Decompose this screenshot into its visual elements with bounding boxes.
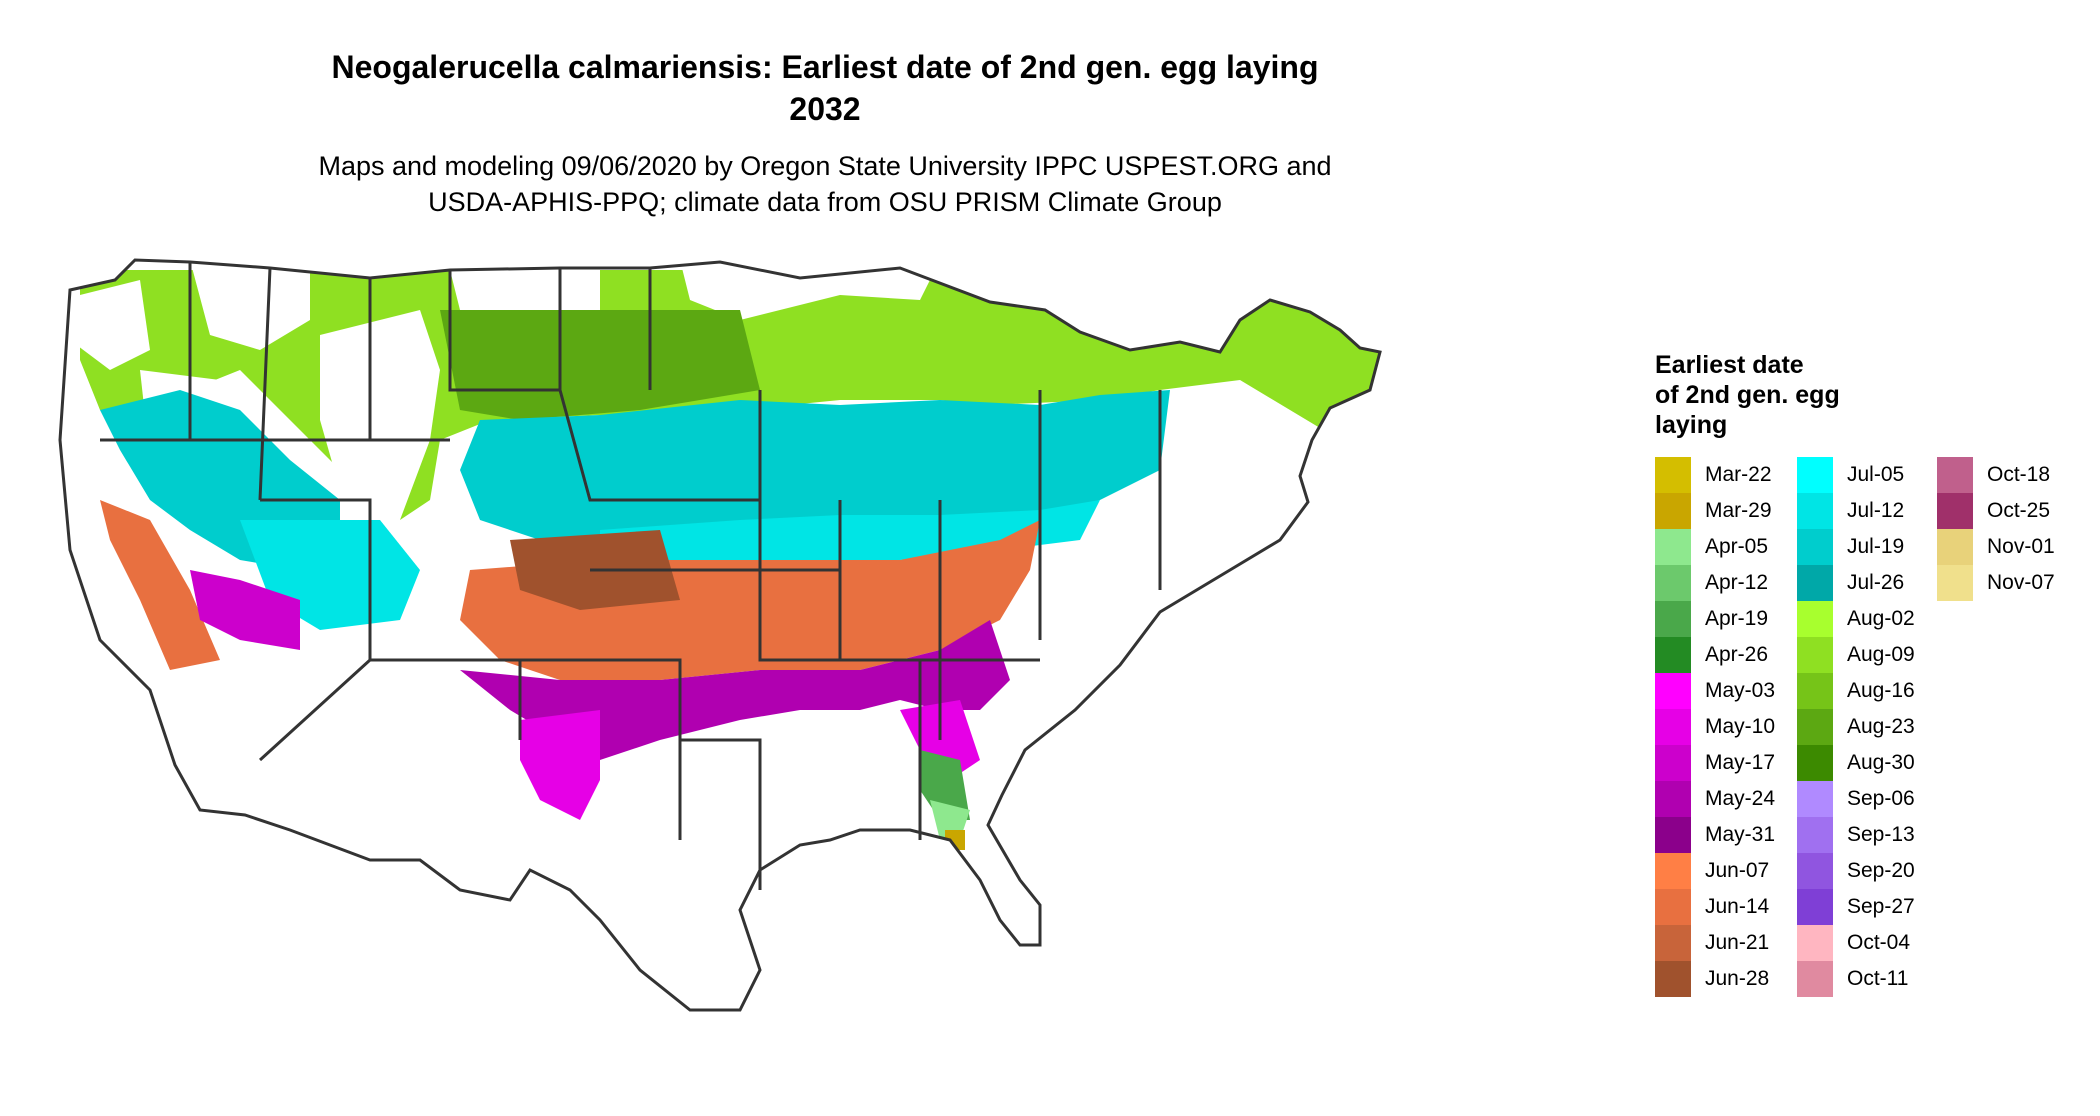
legend-swatch (1655, 817, 1691, 853)
legend-label: Jun-28 (1705, 967, 1770, 990)
legend-swatch (1655, 457, 1691, 493)
legend-swatch (1797, 673, 1833, 709)
legend-label: Sep-06 (1847, 787, 1915, 810)
legend-swatch (1797, 637, 1833, 673)
legend-label: Jun-07 (1705, 859, 1770, 882)
legend-swatch (1797, 457, 1833, 493)
legend-swatch (1655, 601, 1691, 637)
legend-swatch (1655, 889, 1691, 925)
legend-label: Sep-20 (1847, 859, 1915, 882)
legend-label: Apr-26 (1705, 643, 1769, 666)
legend-label: May-17 (1705, 751, 1776, 774)
legend-swatch (1797, 961, 1833, 997)
legend-swatch (1937, 457, 1973, 493)
legend-label: Jul-19 (1847, 535, 1905, 558)
legend-swatch (1797, 781, 1833, 817)
legend-swatch (1655, 745, 1691, 781)
legend-label: Aug-30 (1847, 751, 1915, 774)
legend-label: Aug-09 (1847, 643, 1915, 666)
legend-label: Sep-27 (1847, 895, 1915, 918)
legend-swatch (1655, 637, 1691, 673)
legend-label: May-03 (1705, 679, 1776, 702)
legend-swatch (1655, 961, 1691, 997)
legend-swatch (1655, 925, 1691, 961)
legend-label: Sep-13 (1847, 823, 1915, 846)
us-phenology-map (58, 258, 1382, 1012)
legend-title-line: laying (1655, 411, 1728, 439)
legend-swatch (1797, 853, 1833, 889)
map-subtitle-line-1: Maps and modeling 09/06/2020 by Oregon S… (318, 151, 1332, 181)
legend-swatch (1937, 493, 1973, 529)
legend-label: Oct-18 (1987, 463, 2051, 486)
legend-label: Apr-05 (1705, 535, 1769, 558)
legend-swatch (1797, 925, 1833, 961)
legend-swatch (1797, 529, 1833, 565)
map-title-line-1: Neogalerucella calmariensis: Earliest da… (331, 49, 1319, 85)
legend-swatch (1797, 817, 1833, 853)
legend-title-line: of 2nd gen. egg (1655, 381, 1840, 409)
legend-label: Apr-19 (1705, 607, 1769, 630)
legend-label: May-10 (1705, 715, 1776, 738)
state-borders (58, 258, 1382, 1012)
legend-title: Earliest date of 2nd gen. egg laying (1655, 350, 1840, 440)
map-fill (60, 260, 1380, 1010)
legend-swatch (1937, 565, 1973, 601)
legend-label: Jun-14 (1705, 895, 1770, 918)
legend-swatch (1655, 673, 1691, 709)
legend-swatch (1797, 565, 1833, 601)
legend-swatch (1797, 709, 1833, 745)
legend-label: Oct-11 (1847, 967, 1909, 990)
legend-title-line: Earliest date (1655, 351, 1804, 379)
legend-swatch (1655, 709, 1691, 745)
legend-label: Apr-12 (1705, 571, 1769, 594)
map-subtitle-line-2: USDA-APHIS-PPQ; climate data from OSU PR… (428, 187, 1222, 217)
legend-label: Mar-29 (1705, 499, 1772, 522)
legend-label: May-31 (1705, 823, 1776, 846)
legend-swatch (1655, 853, 1691, 889)
legend-label: Nov-01 (1987, 535, 2055, 558)
legend-label: Aug-16 (1847, 679, 1915, 702)
legend-label: Oct-25 (1987, 499, 2051, 522)
legend-label: Aug-23 (1847, 715, 1915, 738)
legend-swatch (1937, 529, 1973, 565)
legend-swatch (1797, 601, 1833, 637)
legend-swatch (1655, 781, 1691, 817)
legend-label: Jul-05 (1847, 463, 1905, 486)
legend-label: May-24 (1705, 787, 1776, 810)
legend-swatch (1797, 889, 1833, 925)
legend-label: Oct-04 (1847, 931, 1911, 954)
legend-label: Jun-21 (1705, 931, 1770, 954)
legend-label: Nov-07 (1987, 571, 2055, 594)
legend-swatch (1797, 745, 1833, 781)
legend-label: Aug-02 (1847, 607, 1915, 630)
legend-label: Mar-22 (1705, 463, 1772, 486)
legend-swatch (1655, 565, 1691, 601)
legend-label: Jul-12 (1847, 499, 1905, 522)
map-title-line-2: 2032 (789, 91, 861, 127)
legend-label: Jul-26 (1847, 571, 1905, 594)
legend-swatch (1797, 493, 1833, 529)
legend-swatch (1655, 493, 1691, 529)
legend-swatch (1655, 529, 1691, 565)
